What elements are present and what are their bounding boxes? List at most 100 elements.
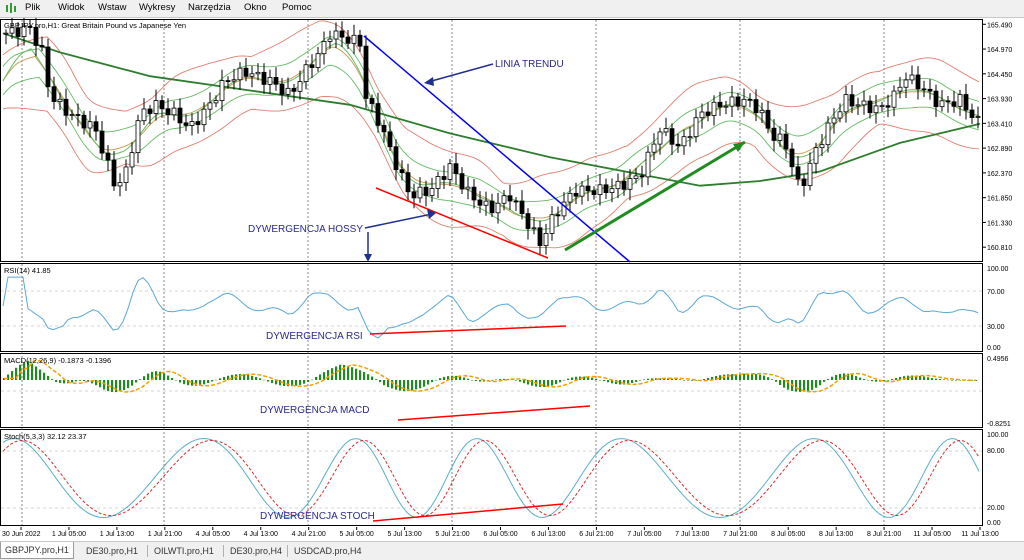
- candle-body: [819, 144, 825, 149]
- macd-bar: [811, 380, 814, 390]
- candle-body: [339, 30, 345, 38]
- macd-bar: [47, 375, 50, 380]
- tab-de30-h1[interactable]: DE30.pro,H1: [86, 546, 139, 556]
- chart-window[interactable]: LINIA TRENDU DYWERGENCJA HOSSY 165.490 16…: [0, 15, 1024, 541]
- macd-bar: [307, 380, 310, 382]
- macd-bar: [659, 378, 662, 380]
- macd-bar: [587, 376, 590, 380]
- time-label: 11 Jul 13:00: [961, 531, 999, 538]
- candle-body: [963, 94, 969, 111]
- macd-signal-line: [4, 359, 977, 393]
- macd-bar: [319, 374, 322, 380]
- candle-body: [603, 184, 609, 194]
- macd-bar: [147, 373, 150, 380]
- macd-bar: [39, 369, 42, 380]
- candle-body: [57, 98, 63, 102]
- candle-body: [315, 53, 321, 68]
- tab-usdcad-h4[interactable]: USDCAD.pro,H4: [294, 546, 362, 556]
- macd-bar: [83, 380, 86, 381]
- tab-gbpjpy-h1[interactable]: GBPJPY.pro,H1: [0, 542, 74, 559]
- candle-body: [825, 122, 831, 146]
- macd-bar: [667, 378, 670, 380]
- time-label: 7 Jul 13:00: [675, 531, 709, 538]
- candle-body: [921, 88, 927, 91]
- stoch-signal-line: [2, 439, 980, 517]
- menu-item-narzedzia[interactable]: Narzędzia: [188, 2, 231, 13]
- candle-body: [897, 86, 903, 92]
- macd-bar: [607, 380, 610, 383]
- time-label: 4 Jul 05:00: [196, 531, 230, 538]
- candle-body: [873, 105, 879, 114]
- menu-item-pomoc[interactable]: Pomoc: [282, 2, 312, 13]
- candle-body: [123, 166, 129, 183]
- menu-item-wstaw[interactable]: Wstaw: [98, 2, 127, 13]
- macd-bar: [915, 375, 918, 380]
- rsi-panel[interactable]: [0, 263, 983, 352]
- candle-body: [933, 90, 939, 108]
- macd-bar: [95, 380, 98, 386]
- menu-item-plik[interactable]: Plik: [25, 2, 41, 13]
- macd-bar: [571, 377, 574, 380]
- tab-de30-h4[interactable]: DE30.pro,H4: [230, 546, 283, 556]
- macd-bar: [223, 376, 226, 380]
- candle-body: [801, 178, 807, 187]
- candle-body: [207, 102, 213, 110]
- price-label: 162.890: [987, 146, 1012, 153]
- hossy-annotation-arrow: [364, 213, 433, 229]
- macd-bar: [463, 377, 466, 380]
- macd-bar: [295, 380, 298, 386]
- candle-body: [657, 131, 663, 145]
- macd-bar: [267, 380, 270, 382]
- macd-bar: [955, 380, 958, 381]
- menu-item-okno[interactable]: Okno: [244, 2, 267, 13]
- menu-item-wykresy[interactable]: Wykresy: [139, 2, 176, 13]
- rsi-divergence-line[interactable]: [369, 325, 567, 335]
- candle-body: [129, 152, 135, 168]
- candle-body: [471, 186, 477, 201]
- macd-bar: [415, 380, 418, 390]
- menu-item-widok[interactable]: Widok: [58, 2, 85, 13]
- chart-canvas[interactable]: LINIA TRENDU DYWERGENCJA HOSSY 165.49016…: [0, 15, 1024, 541]
- macd-bar: [543, 380, 546, 387]
- macd-bar: [503, 378, 506, 380]
- macd-bar: [99, 380, 102, 388]
- macd-bar: [51, 379, 54, 380]
- chart-tabs-bar: GBPJPY.pro,H1 DE30.pro,H1 OILWTI.pro,H1 …: [0, 541, 1024, 560]
- candle-body: [561, 201, 567, 217]
- trend-annotation: LINIA TRENDU: [495, 59, 564, 70]
- macd-bar: [499, 379, 502, 380]
- macd-panel[interactable]: [0, 353, 983, 428]
- candle-body: [111, 159, 117, 187]
- chart-app-icon[interactable]: [5, 3, 19, 16]
- candle-body: [411, 191, 417, 199]
- macd-bar: [695, 380, 698, 381]
- macd-bar: [467, 378, 470, 380]
- trend-line[interactable]: [363, 35, 631, 263]
- macd-bar: [835, 375, 838, 380]
- macd-bar: [647, 378, 650, 380]
- macd-bar: [527, 380, 530, 385]
- macd-bar: [603, 380, 606, 382]
- candle-body: [321, 41, 327, 55]
- macd-bar: [775, 380, 778, 382]
- time-axis: 30 Jun 2022 1 Jul 05:00 1 Jul 13:00 1 Jul 2…: [2, 527, 999, 538]
- candle-body: [519, 200, 525, 215]
- candle-body: [621, 180, 627, 190]
- macd-bar: [591, 377, 594, 380]
- time-label: 8 Jul 05:00: [771, 531, 805, 538]
- macd-bar: [595, 378, 598, 380]
- candle-body: [771, 127, 777, 141]
- macd-bar: [519, 380, 522, 382]
- candle-body: [495, 202, 501, 214]
- trend-annotation-arrow: [427, 63, 494, 83]
- tab-oilwti-h1[interactable]: OILWTI.pro,H1: [154, 546, 214, 556]
- candle-body: [549, 214, 555, 234]
- uptrend-arrow[interactable]: [564, 140, 746, 252]
- candle-body: [93, 121, 99, 132]
- macd-bar: [343, 365, 346, 380]
- stoch-divergence-line[interactable]: [372, 503, 564, 522]
- macd-level-min: -0.8251: [987, 421, 1011, 428]
- macd-divergence-line[interactable]: [397, 405, 591, 421]
- price-divergence-line[interactable]: [375, 187, 549, 259]
- macd-bar: [227, 375, 230, 380]
